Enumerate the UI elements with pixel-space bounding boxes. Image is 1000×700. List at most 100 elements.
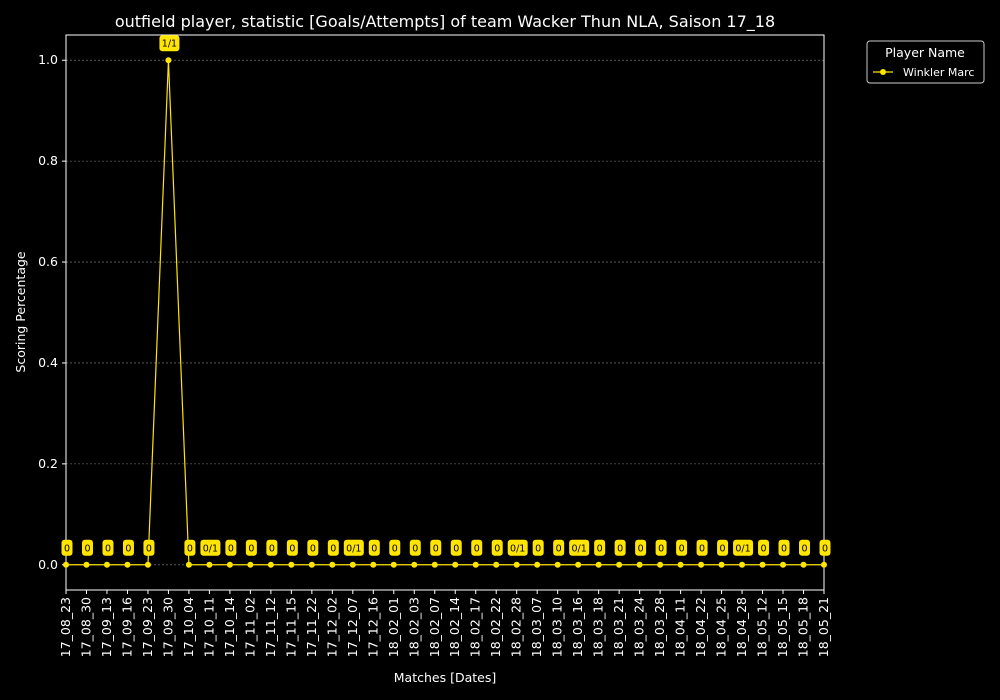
x-tick-label: 18_05_21 bbox=[816, 597, 831, 657]
data-point bbox=[206, 561, 213, 568]
x-axis-label: Matches [Dates] bbox=[394, 670, 496, 685]
data-label: 0 bbox=[310, 543, 316, 554]
data-label: 0 bbox=[187, 543, 193, 554]
x-tick-label: 17_10_14 bbox=[222, 597, 237, 657]
data-label: 0 bbox=[105, 543, 111, 554]
data-point bbox=[452, 561, 459, 568]
data-point bbox=[780, 561, 787, 568]
data-label-box bbox=[450, 539, 462, 556]
data-point bbox=[575, 561, 582, 568]
data-point bbox=[431, 561, 438, 568]
x-tick-label: 18_02_17 bbox=[468, 597, 483, 657]
data-point bbox=[124, 561, 131, 568]
plot-frame bbox=[65, 34, 825, 591]
data-label: 0/1 bbox=[572, 543, 587, 554]
data-label-box bbox=[307, 539, 319, 556]
x-tick-label: 18_03_24 bbox=[632, 597, 647, 657]
data-label-box bbox=[635, 539, 647, 556]
data-label-box bbox=[696, 539, 708, 556]
data-label-box bbox=[614, 539, 626, 556]
data-label: 0 bbox=[638, 543, 644, 554]
series-area: 0 0 0 0 01/10 0/1 0 0 0 0 0 0 0/1 0 0 0 0 0 0 0 0/1 0 0 0/1 0 0 0 0… bbox=[61, 35, 831, 568]
data-label: 0 bbox=[658, 543, 664, 554]
x-tick-label: 18_05_15 bbox=[775, 597, 790, 657]
x-tick-label: 17_08_30 bbox=[78, 597, 93, 657]
data-label-box bbox=[61, 539, 73, 556]
data-label-box bbox=[327, 539, 339, 556]
data-label: 0 bbox=[289, 543, 295, 554]
data-point bbox=[329, 561, 336, 568]
data-label: 1/1 bbox=[162, 39, 177, 50]
data-label: 0 bbox=[801, 543, 807, 554]
data-label: 0/1 bbox=[346, 543, 361, 554]
data-label-box bbox=[159, 35, 180, 52]
data-label-box bbox=[758, 539, 770, 556]
data-label-box bbox=[532, 539, 544, 556]
x-tick-label: 18_03_10 bbox=[550, 597, 565, 657]
data-point bbox=[226, 561, 233, 568]
data-label-box bbox=[430, 539, 442, 556]
x-tick-label: 17_12_02 bbox=[324, 597, 339, 657]
x-tick-label: 18_03_28 bbox=[652, 597, 667, 657]
y-axis-label: Scoring Percentage bbox=[13, 251, 28, 373]
data-label-box bbox=[122, 539, 134, 556]
data-point bbox=[821, 561, 827, 568]
data-label-box bbox=[409, 539, 421, 556]
data-point bbox=[308, 561, 315, 568]
x-tick-label: 18_03_07 bbox=[529, 597, 544, 657]
x-tick-label: 17_10_11 bbox=[201, 597, 216, 657]
data-label: 0 bbox=[535, 543, 541, 554]
data-label: 0 bbox=[433, 543, 439, 554]
data-label-box bbox=[143, 539, 155, 556]
legend-title: Player Name bbox=[885, 45, 965, 60]
data-label-box bbox=[200, 539, 221, 556]
x-tick-label: 17_09_30 bbox=[160, 597, 175, 657]
x-tick-label: 18_04_11 bbox=[673, 597, 688, 657]
data-point bbox=[472, 561, 479, 568]
data-label-box bbox=[569, 539, 590, 556]
chart-title: outfield player, statistic [Goals/Attemp… bbox=[115, 12, 775, 32]
y-tick-label: 0.0 bbox=[38, 557, 58, 572]
data-label: 0 bbox=[453, 543, 459, 554]
data-label-box bbox=[733, 539, 754, 556]
data-label-box bbox=[778, 539, 790, 556]
data-point bbox=[493, 561, 500, 568]
x-tick-label: 18_03_21 bbox=[611, 597, 626, 657]
data-point bbox=[534, 561, 541, 568]
data-point bbox=[698, 561, 705, 568]
data-label-box bbox=[368, 539, 380, 556]
data-point bbox=[411, 561, 418, 568]
data-point bbox=[657, 561, 664, 568]
data-point bbox=[554, 561, 561, 568]
x-tick-label: 18_02_01 bbox=[386, 597, 401, 657]
y-tick-label: 1.0 bbox=[38, 52, 58, 67]
y-tick-label: 0.2 bbox=[38, 456, 58, 471]
data-label: 0 bbox=[371, 543, 377, 554]
data-point bbox=[800, 561, 807, 568]
x-tick-label: 18_03_18 bbox=[591, 597, 606, 657]
data-label-box bbox=[266, 539, 278, 556]
x-tick-label: 17_09_16 bbox=[119, 597, 134, 657]
data-label-box bbox=[389, 539, 401, 556]
data-point bbox=[144, 561, 151, 568]
legend: Player Name Winkler Marc bbox=[866, 40, 985, 84]
x-tick-label: 17_09_23 bbox=[140, 597, 155, 657]
x-tick-label: 17_11_15 bbox=[283, 597, 298, 657]
data-label: 0 bbox=[679, 543, 685, 554]
data-label: 0 bbox=[412, 543, 418, 554]
y-tick-label: 0.6 bbox=[38, 254, 58, 269]
data-point bbox=[390, 561, 397, 568]
x-tick-label: 17_11_12 bbox=[263, 597, 278, 657]
data-label-box bbox=[225, 539, 237, 556]
data-label-box bbox=[594, 539, 606, 556]
data-label: 0 bbox=[474, 543, 480, 554]
data-label-box bbox=[184, 539, 196, 556]
data-label: 0 bbox=[761, 543, 767, 554]
data-label: 0 bbox=[597, 543, 603, 554]
x-tick-label: 18_03_16 bbox=[570, 597, 585, 657]
legend-box bbox=[866, 40, 985, 84]
data-point bbox=[63, 561, 69, 568]
data-point bbox=[739, 561, 746, 568]
data-label: 0/1 bbox=[510, 543, 525, 554]
